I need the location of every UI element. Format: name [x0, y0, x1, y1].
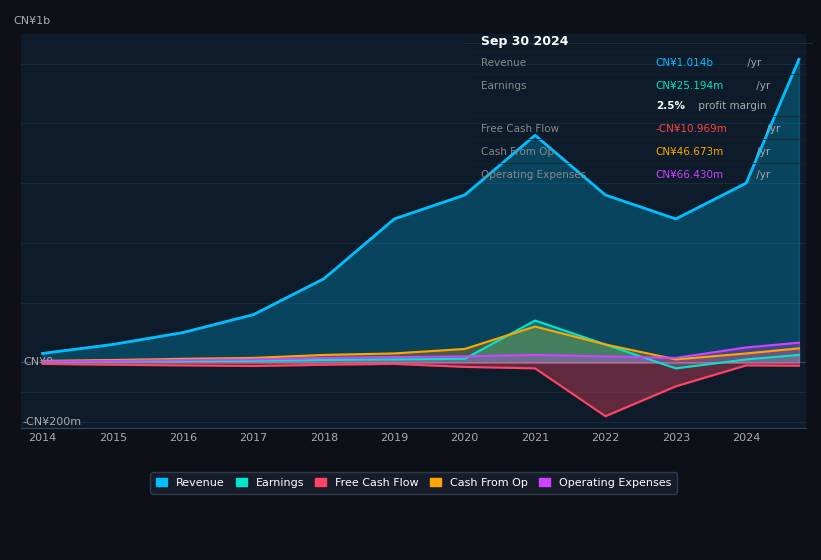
Text: 2.5%: 2.5%	[656, 101, 685, 111]
Text: CN¥66.430m: CN¥66.430m	[656, 170, 724, 180]
Text: -CN¥200m: -CN¥200m	[23, 417, 82, 427]
Text: Earnings: Earnings	[481, 81, 527, 91]
Text: Operating Expenses: Operating Expenses	[481, 170, 586, 180]
Text: CN¥25.194m: CN¥25.194m	[656, 81, 724, 91]
Text: CN¥46.673m: CN¥46.673m	[656, 147, 724, 157]
Text: Cash From Op: Cash From Op	[481, 147, 554, 157]
Text: /yr: /yr	[754, 170, 771, 180]
Text: Sep 30 2024: Sep 30 2024	[481, 35, 569, 48]
Text: /yr: /yr	[744, 58, 761, 68]
Text: profit margin: profit margin	[695, 101, 766, 111]
Text: CN¥0: CN¥0	[23, 357, 53, 367]
Text: /yr: /yr	[754, 147, 771, 157]
Text: -CN¥10.969m: -CN¥10.969m	[656, 124, 727, 134]
Text: Revenue: Revenue	[481, 58, 526, 68]
Text: CN¥1.014b: CN¥1.014b	[656, 58, 713, 68]
Text: /yr: /yr	[754, 81, 771, 91]
Text: /yr: /yr	[764, 124, 781, 134]
Legend: Revenue, Earnings, Free Cash Flow, Cash From Op, Operating Expenses: Revenue, Earnings, Free Cash Flow, Cash …	[150, 473, 677, 493]
Text: Free Cash Flow: Free Cash Flow	[481, 124, 559, 134]
Text: CN¥1b: CN¥1b	[13, 16, 51, 26]
